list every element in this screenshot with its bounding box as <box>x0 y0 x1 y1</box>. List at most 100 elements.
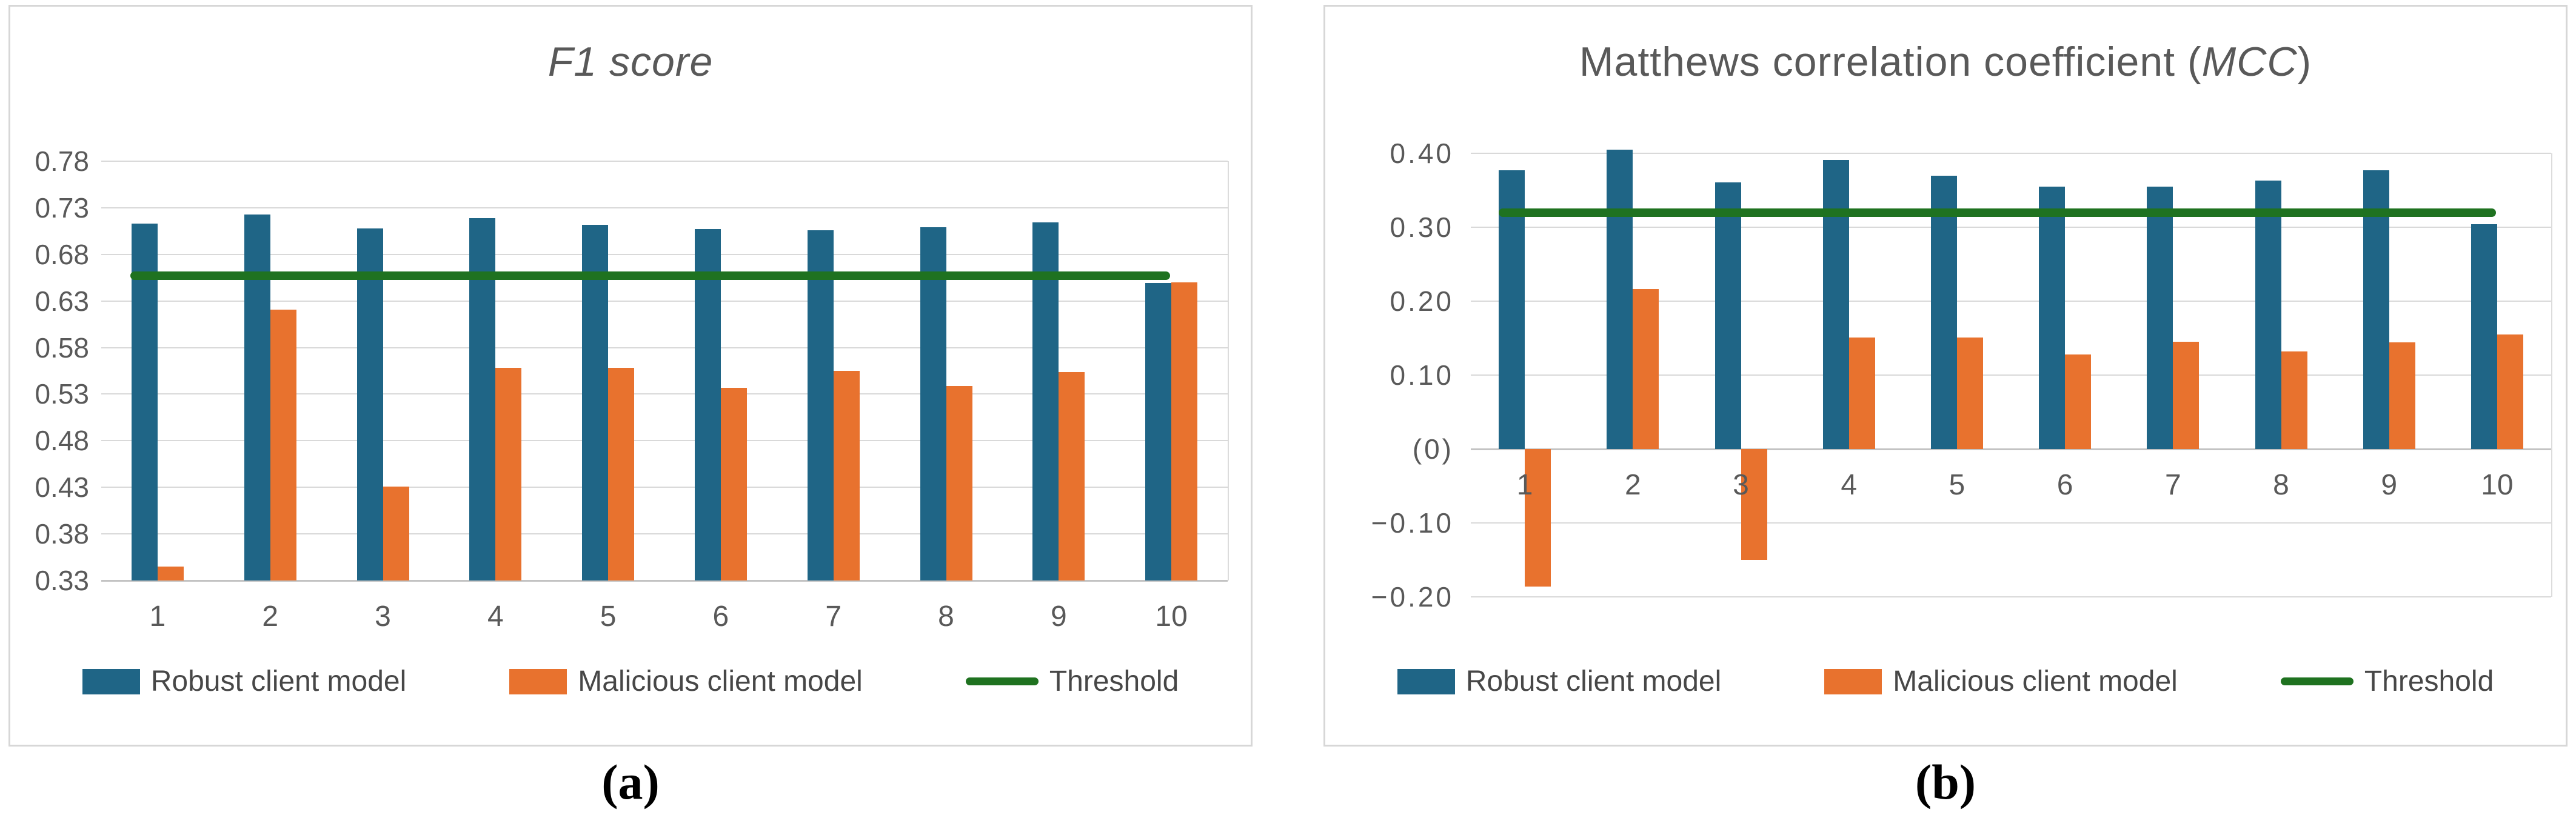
bar-malicious-9 <box>2389 342 2415 449</box>
bar-malicious-6 <box>720 387 747 580</box>
gridline <box>101 533 1228 535</box>
y-axis: 0.78 0.73 0.68 0.63 0.58 0.53 0.48 0.43 0.38 0.33 <box>10 145 89 596</box>
legend-item-malicious: Malicious client model <box>1824 665 2178 698</box>
bar-robust-9 <box>2363 170 2389 449</box>
bar-robust-10 <box>2471 224 2497 449</box>
gridline <box>101 300 1228 302</box>
y-tick-label: 0.58 <box>35 331 89 364</box>
gridline <box>101 207 1228 208</box>
legend-item-malicious: Malicious client model <box>509 665 863 698</box>
bar-malicious-8 <box>2281 351 2307 449</box>
legend-swatch-robust <box>82 668 140 694</box>
y-tick-label: 0.20 <box>1390 285 1454 317</box>
bar-malicious-6 <box>2065 354 2092 449</box>
y-tick-label: 0.48 <box>35 425 89 457</box>
bar-malicious-4 <box>1848 337 1875 449</box>
bar-robust-7 <box>2147 186 2173 449</box>
bar-malicious-2 <box>1633 289 1659 449</box>
gridline <box>1471 522 2551 524</box>
x-tick-label: 6 <box>2056 469 2073 501</box>
y-tick-label: 0.38 <box>35 518 89 550</box>
x-tick-label: 4 <box>1841 469 1858 501</box>
y-tick-label: 0.40 <box>1390 138 1454 169</box>
legend-item-threshold: Threshold <box>965 665 1179 698</box>
x-tick-label: 10 <box>1155 600 1188 633</box>
y-tick-label: 0.68 <box>35 238 89 270</box>
x-tick-label: 1 <box>149 600 166 633</box>
bar-malicious-5 <box>1956 337 1983 449</box>
y-tick-label: 0.78 <box>35 145 89 177</box>
y-axis: 0.40 0.30 0.20 0.10 (0) −0.10 −0.20 <box>1325 138 1454 613</box>
plot-area: 1 2 3 4 5 6 7 8 9 10 <box>101 161 1229 633</box>
x-tick-label: 6 <box>712 600 729 633</box>
bar-robust-5 <box>1930 175 1957 449</box>
x-tick-label: 7 <box>2164 469 2181 501</box>
legend-label-malicious: Malicious client model <box>578 665 863 697</box>
bar-malicious-7 <box>2173 342 2200 449</box>
chart-title-main: F1 score <box>547 39 714 85</box>
bar-robust-1 <box>1499 170 1525 449</box>
x-tick-label: 3 <box>375 600 391 633</box>
chart-title-suffix: ) <box>2297 39 2312 85</box>
legend-item-robust: Robust client model <box>82 665 407 698</box>
bar-malicious-3 <box>1741 449 1767 560</box>
bar-robust-5 <box>582 224 609 580</box>
legend-label-threshold: Threshold <box>1049 665 1179 697</box>
x-tick-label: 9 <box>2381 469 2398 501</box>
x-tick-label: 8 <box>2273 469 2289 501</box>
x-tick-label: 9 <box>1050 600 1067 633</box>
legend: Robust client model Malicious client mod… <box>10 665 1251 698</box>
bar-robust-7 <box>807 230 834 580</box>
bar-malicious-3 <box>383 486 409 580</box>
legend-swatch-robust <box>1397 668 1455 694</box>
y-tick-label: 0.10 <box>1390 359 1454 391</box>
bar-robust-1 <box>131 224 158 580</box>
chart-panel-mcc: Matthews correlation coefficient (MCC) 0… <box>1323 5 2568 747</box>
bar-robust-10 <box>1145 283 1172 580</box>
subfigure-caption-a: (a) <box>601 754 660 810</box>
x-tick-label: 3 <box>1733 469 1749 501</box>
legend-swatch-threshold-line <box>2280 677 2354 685</box>
gridline <box>1471 227 2551 228</box>
gridline <box>1471 301 2551 302</box>
y-tick-label: 0.43 <box>35 471 89 504</box>
gridline <box>101 347 1228 348</box>
x-tick-label: 8 <box>938 600 954 633</box>
gridline <box>1471 448 2551 450</box>
bar-robust-8 <box>920 227 946 580</box>
chart-title: Matthews correlation coefficient (MCC) <box>1325 38 2566 85</box>
chart-panel-f1-score: F1 score 0.78 0.73 0.68 0.63 0.58 0.53 0.48 0.4… <box>8 5 1253 747</box>
bar-malicious-2 <box>270 309 296 580</box>
y-tick-label: 0.63 <box>35 285 89 317</box>
bar-malicious-10 <box>2497 334 2523 449</box>
gridline <box>101 393 1228 395</box>
gridline <box>101 161 1228 162</box>
bar-malicious-8 <box>946 385 972 580</box>
x-tick-label: 1 <box>1516 469 1533 501</box>
bar-malicious-4 <box>495 368 522 580</box>
bar-malicious-1 <box>1525 449 1551 587</box>
bar-malicious-1 <box>157 566 184 580</box>
legend-swatch-malicious <box>1824 668 1882 694</box>
bar-robust-8 <box>2255 181 2281 449</box>
legend-item-threshold: Threshold <box>2280 665 2494 698</box>
gridline <box>101 487 1228 488</box>
y-tick-label: (0) <box>1412 433 1454 465</box>
bar-malicious-7 <box>833 371 860 580</box>
bar-robust-4 <box>1822 159 1849 449</box>
bar-robust-6 <box>694 229 721 580</box>
legend-label-robust: Robust client model <box>150 665 407 697</box>
gridline <box>101 440 1228 442</box>
bar-robust-2 <box>1607 149 1633 449</box>
bar-robust-2 <box>244 214 270 580</box>
gridline <box>101 253 1228 255</box>
bar-robust-9 <box>1032 222 1059 580</box>
y-tick-label: 0.33 <box>35 565 89 596</box>
chart-title-main: MCC <box>2201 39 2298 85</box>
chart-title: F1 score <box>10 38 1251 85</box>
legend-label-threshold: Threshold <box>2364 665 2494 697</box>
x-tick-label: 10 <box>2481 469 2514 501</box>
x-tick-label: 2 <box>262 600 279 633</box>
bar-robust-3 <box>356 228 383 580</box>
y-tick-label: 0.73 <box>35 191 89 224</box>
